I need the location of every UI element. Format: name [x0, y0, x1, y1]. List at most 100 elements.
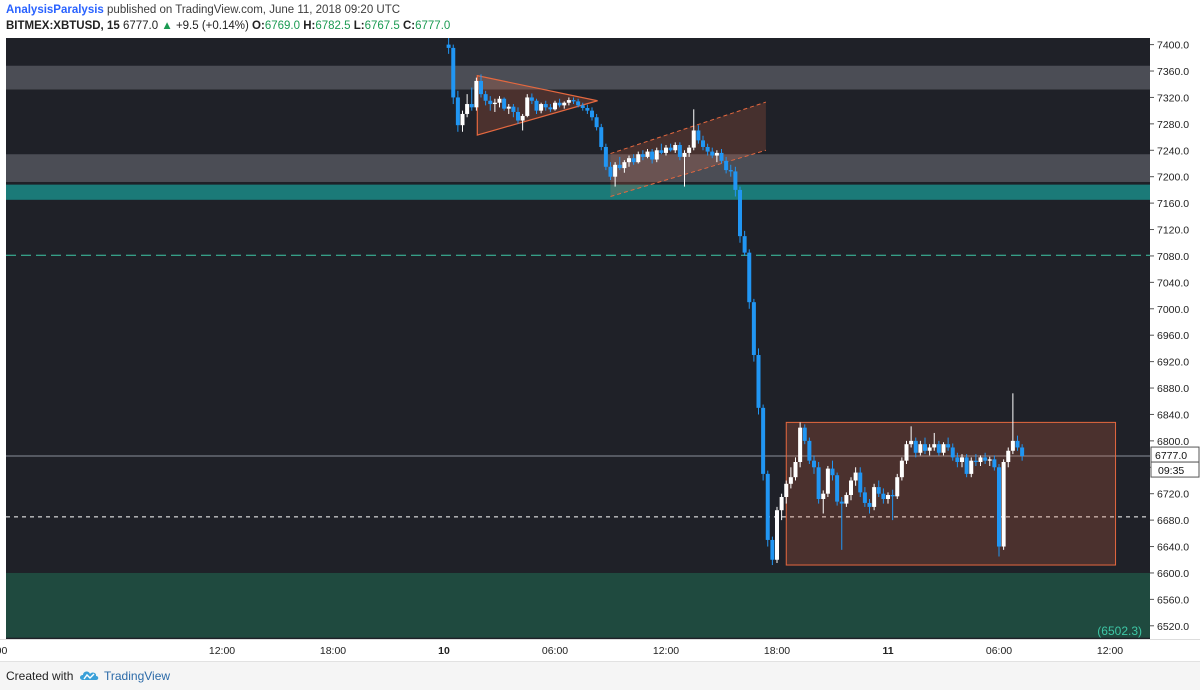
open-label: O:	[252, 20, 265, 32]
candle-body	[839, 501, 844, 504]
candle-body	[631, 158, 636, 163]
candle-body	[673, 144, 678, 151]
price-tick-label: 6920.0	[1157, 357, 1189, 369]
price-tick-label: 7360.0	[1157, 66, 1189, 78]
price-tick-label: 7280.0	[1157, 119, 1189, 131]
tradingview-brand-link[interactable]: TradingView	[104, 669, 171, 683]
candle-body	[909, 440, 914, 445]
candle-body	[876, 487, 881, 494]
candles	[446, 38, 1025, 566]
time-axis-svg: :00 12:00 18:00 10 06:00 12:00 18:00 11 06:00 12:…	[0, 645, 1123, 657]
candle-body	[1006, 450, 1011, 463]
high-value: 6782.5	[315, 20, 351, 32]
candle-body	[719, 152, 724, 161]
candle-body	[733, 171, 738, 190]
price-tick-label: 6680.0	[1157, 515, 1189, 527]
price-tick-label: 6600.0	[1157, 568, 1189, 580]
candle-body	[835, 475, 840, 502]
candle-body	[793, 462, 798, 478]
candle-body	[862, 492, 867, 503]
published-text: published on TradingView.com, June 11, 2…	[107, 4, 401, 16]
candle-body	[904, 444, 909, 461]
price-tick-label: 6840.0	[1157, 409, 1189, 421]
candle-body	[479, 80, 483, 95]
candle-body	[788, 477, 793, 484]
change-value: +9.5 (+0.14%)	[175, 20, 249, 32]
candle-body	[918, 444, 923, 453]
price-tick-label: 7240.0	[1157, 145, 1189, 157]
candle-body	[534, 100, 539, 111]
candle-body	[756, 355, 761, 408]
open-value: 6769.0	[264, 20, 300, 32]
candle-body	[992, 459, 997, 468]
plot-area[interactable]: (6502.3)	[6, 38, 1150, 639]
candle-body	[872, 487, 877, 507]
candle-body	[849, 480, 853, 496]
candle-body	[460, 113, 465, 126]
candle-body	[691, 130, 696, 148]
candle-body	[932, 444, 937, 448]
price-tick-label: 7400.0	[1157, 40, 1189, 52]
price-chart[interactable]: (6502.3)	[6, 38, 1150, 639]
candle-body	[622, 162, 627, 169]
time-tick-label: 12:00	[653, 645, 679, 657]
candle-body	[858, 472, 863, 493]
candle-body	[946, 444, 951, 448]
candle-body	[608, 166, 613, 177]
price-tick-label: 6960.0	[1157, 330, 1189, 342]
author-link[interactable]: AnalysisParalysis	[6, 4, 104, 16]
footer-bar: Created with TradingView	[0, 661, 1200, 690]
candle-body	[775, 510, 779, 560]
candle-body	[770, 539, 775, 560]
candle-body	[511, 106, 516, 112]
candle-body	[677, 144, 682, 157]
candle-body	[853, 472, 858, 481]
candle-body	[599, 127, 604, 147]
resistance-zone-lower	[6, 154, 1150, 182]
candle-body	[913, 440, 918, 453]
candle-body	[701, 140, 705, 147]
candle-body	[821, 493, 826, 499]
candle-body	[969, 460, 974, 474]
candle-body	[844, 495, 849, 504]
time-tick-label: 06:00	[542, 645, 568, 657]
candle-body	[543, 104, 548, 108]
candle-body	[895, 477, 900, 497]
time-axis[interactable]: :00 12:00 18:00 10 06:00 12:00 18:00 11 06:00 12:…	[0, 639, 1200, 662]
tradingview-cloud-icon[interactable]	[78, 668, 100, 687]
candle-body	[566, 100, 571, 103]
candle-body	[886, 495, 890, 499]
price-tick-label: 6800.0	[1157, 436, 1189, 448]
candle-body	[1001, 462, 1006, 547]
support-zone-teal	[6, 184, 1150, 200]
price-tick-label: 7160.0	[1157, 198, 1189, 210]
candle-body	[978, 457, 983, 463]
candle-body	[627, 158, 631, 163]
candle-body	[640, 154, 645, 157]
candle-body	[664, 147, 668, 153]
candle-body	[525, 97, 530, 116]
candle-body	[682, 152, 687, 157]
close-label: C:	[402, 20, 416, 32]
candle-body	[830, 468, 835, 476]
countdown-badge	[1150, 461, 1200, 478]
candle-body	[571, 100, 576, 102]
candle-body	[923, 444, 927, 451]
candle-body	[1020, 447, 1025, 457]
price-axis[interactable]: 6520.06560.06600.06640.06680.06720.06760…	[1150, 38, 1200, 639]
candle-body	[446, 44, 451, 48]
candle-body	[964, 457, 969, 474]
candle-body	[890, 495, 895, 497]
last-price-badge-label: 6777.0	[1155, 450, 1187, 462]
range-box	[785, 421, 1117, 566]
candle-body	[973, 460, 978, 463]
demand-zone-price-label: (6502.3)	[1097, 624, 1142, 638]
candle-body	[557, 102, 562, 106]
time-tick-label: :00	[0, 645, 7, 657]
candle-body	[594, 117, 599, 128]
symbol-name[interactable]: BITMEX:XBTUSD, 15	[6, 20, 120, 32]
price-tick-label: 7000.0	[1157, 304, 1189, 316]
candle-body	[483, 94, 488, 101]
candle-body	[654, 150, 659, 160]
rising-channel-upper	[610, 101, 767, 155]
